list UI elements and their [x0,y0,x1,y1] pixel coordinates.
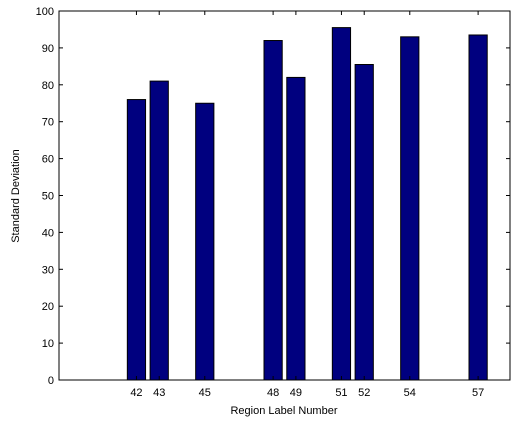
x-tick-label: 42 [130,387,142,399]
y-tick-label: 80 [42,80,54,92]
y-tick-label: 0 [48,375,54,387]
x-tick-label: 49 [290,387,302,399]
x-tick-label: 51 [335,387,347,399]
bar-57 [469,35,487,380]
bar-52 [355,65,373,380]
bar-45 [196,103,214,380]
y-tick-label: 30 [42,264,54,276]
y-tick-label: 70 [42,117,54,129]
x-tick-label: 45 [199,387,211,399]
y-tick-label: 20 [42,301,54,313]
x-tick-label: 43 [153,387,165,399]
bar-51 [332,28,350,380]
x-tick-label: 54 [404,387,416,399]
plot-area [59,11,510,380]
y-tick-label: 60 [42,154,54,166]
x-axis-label: Region Label Number [230,405,337,417]
bar-49 [287,77,305,380]
bar-43 [150,81,168,380]
y-tick-label: 100 [36,6,54,18]
bar-48 [264,41,282,380]
y-tick-label: 10 [42,338,54,350]
y-tick-label: 90 [42,43,54,55]
y-axis-label: Standard Deviation [10,149,22,243]
x-tick-label: 52 [358,387,370,399]
y-tick-label: 40 [42,227,54,239]
bar-54 [401,37,419,380]
y-tick-label: 50 [42,191,54,203]
bar-42 [127,100,145,380]
x-tick-label: 57 [472,387,484,399]
x-tick-label: 48 [267,387,279,399]
